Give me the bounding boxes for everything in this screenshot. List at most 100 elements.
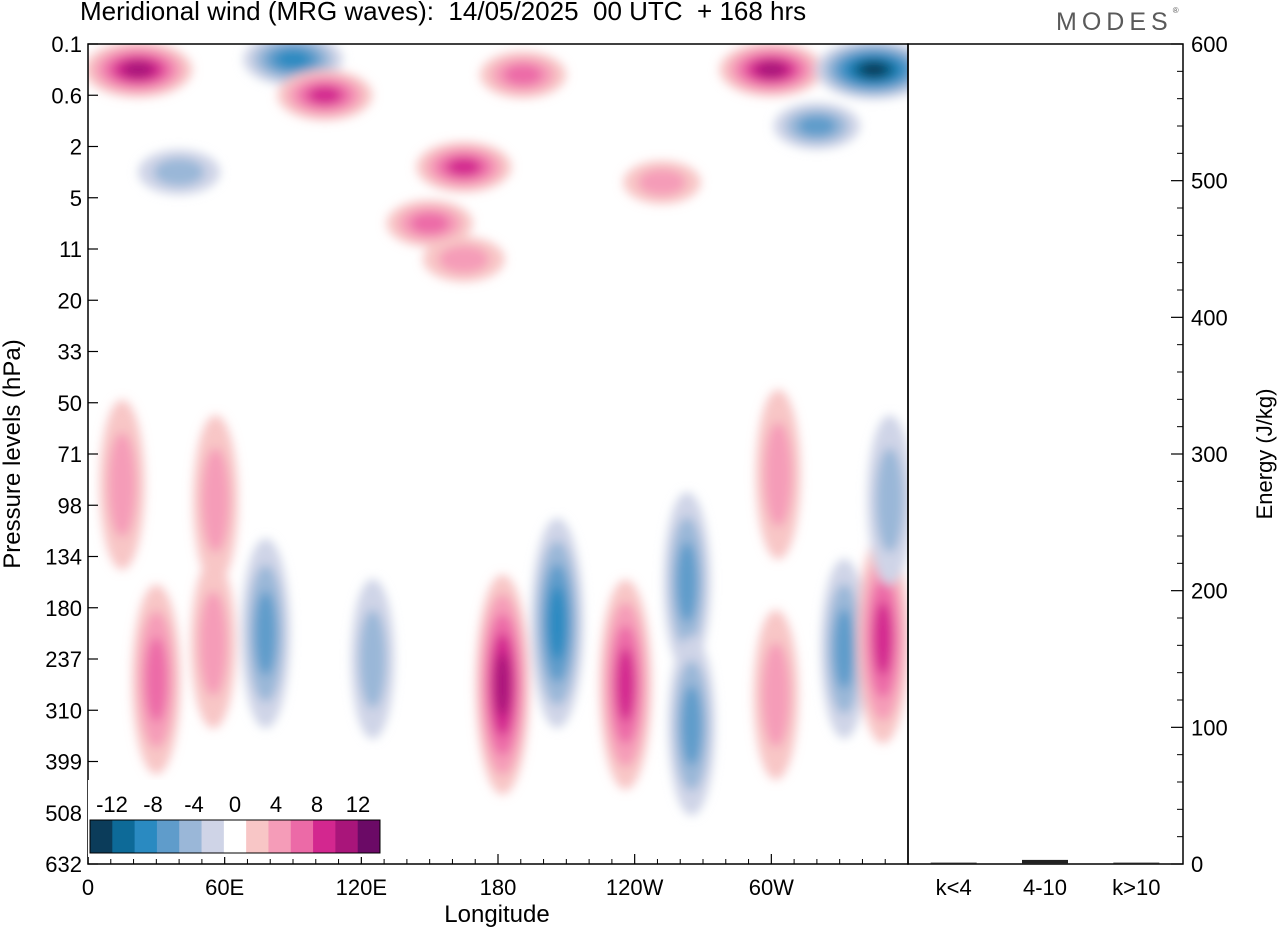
contour-band <box>410 212 449 234</box>
y-tick-label: 180 <box>45 596 82 621</box>
contour-band <box>676 542 698 623</box>
contour-band <box>438 245 490 274</box>
contour-band <box>859 62 889 77</box>
y-tick-label: 310 <box>45 698 82 723</box>
y-tick-label: 508 <box>45 801 82 826</box>
energy-category-label: k<4 <box>936 875 972 900</box>
colorbar-swatch <box>335 820 359 853</box>
contour-band <box>275 50 311 69</box>
y-tick-label: 0.1 <box>51 32 82 57</box>
y-tick-label: 33 <box>58 340 82 365</box>
colorbar-label: -8 <box>143 792 163 817</box>
x-tick-label: 60W <box>749 875 794 900</box>
brand-text: MODES <box>1056 8 1173 36</box>
wind-feature <box>663 492 711 673</box>
y-tick-label: 632 <box>45 852 82 877</box>
contour-band <box>201 447 230 553</box>
wind-feature <box>531 518 584 729</box>
y-tick-label: 20 <box>58 288 82 313</box>
colorbar-swatch <box>179 820 202 853</box>
contour-band <box>762 642 790 748</box>
chart-title: Meridional wind (MRG waves): 14/05/2025 … <box>80 0 807 26</box>
wind-feature <box>386 199 473 247</box>
wind-feature <box>820 558 868 739</box>
colorbar-swatch <box>246 820 269 853</box>
wind-feature <box>422 236 505 282</box>
colorbar-swatch <box>134 820 158 853</box>
energy-tick-label: 0 <box>1191 852 1203 877</box>
energy-category-label: 4-10 <box>1023 875 1067 900</box>
x-tick-label: 120E <box>336 875 387 900</box>
contour-band <box>797 115 837 137</box>
y-tick-label: 98 <box>58 493 82 518</box>
x-tick-label: 0 <box>82 875 94 900</box>
wind-feature <box>719 44 824 97</box>
colorbar-swatch <box>201 820 225 853</box>
colorbar-swatch <box>90 820 113 853</box>
contour-layer <box>88 44 908 816</box>
y-tick-label: 11 <box>59 237 82 262</box>
wind-feature <box>856 533 908 744</box>
wind-feature <box>623 160 701 204</box>
wind-feature <box>475 574 530 795</box>
contour-band <box>153 158 205 186</box>
contour-band <box>875 447 904 553</box>
contour-band <box>756 61 787 78</box>
energy-bars: k<4 4-10 k>10 <box>930 859 1160 900</box>
energy-bar <box>1113 862 1160 864</box>
wind-feature <box>193 415 239 586</box>
contour-band <box>548 586 567 660</box>
wind-feature <box>753 609 799 780</box>
wind-heatmap <box>88 44 908 816</box>
contour-band <box>254 591 277 676</box>
energy-tick-label: 300 <box>1191 442 1228 467</box>
contour-band <box>447 158 481 176</box>
y-tick-label: 50 <box>58 391 82 416</box>
pressure-axis: 0.1 0.6 2 5 11 20 33 50 71 98 134 180 237 310 399 508 63… <box>45 32 98 877</box>
contour-band <box>122 61 154 78</box>
colorbar-swatch <box>156 820 180 853</box>
wind-feature <box>241 538 290 729</box>
colorbar: -12 -8 -4 0 4 8 12 <box>88 780 382 857</box>
wind-feature <box>479 51 567 99</box>
wind-feature <box>190 558 236 729</box>
energy-tick-label: 500 <box>1191 169 1228 194</box>
x-tick-label: 60E <box>205 875 244 900</box>
y-tick-label: 237 <box>45 647 82 672</box>
contour-band <box>494 653 511 717</box>
wind-feature <box>132 584 181 775</box>
colorbar-label: -12 <box>96 792 128 817</box>
wind-feature <box>277 70 373 121</box>
energy-frame <box>907 43 1184 865</box>
colorbar-swatch <box>313 820 336 853</box>
wind-feature <box>416 141 512 193</box>
energy-tick-label: 200 <box>1191 579 1228 604</box>
registered-mark: ® <box>1172 6 1179 15</box>
x-tick-label: 180 <box>480 875 517 900</box>
y-axis-label: Pressure levels (hPa) <box>0 339 26 568</box>
wind-feature <box>99 399 145 570</box>
colorbar-label: 12 <box>346 792 370 817</box>
wind-feature <box>755 389 801 560</box>
contour-band <box>873 602 893 675</box>
energy-bar <box>1022 859 1068 864</box>
wind-feature <box>138 149 221 195</box>
energy-bar <box>930 862 977 864</box>
contour-band <box>359 609 387 709</box>
energy-tick-label: 600 <box>1191 32 1228 57</box>
y-tick-label: 399 <box>45 750 82 775</box>
colorbar-label: 0 <box>229 792 241 817</box>
longitude-axis: 0 60E 120E 180 120W 60W <box>82 854 886 900</box>
wind-feature <box>773 102 861 150</box>
contour-band <box>108 432 136 538</box>
colorbar-swatch <box>357 820 381 853</box>
contour-band <box>638 169 686 196</box>
x-axis-label: Longitude <box>444 901 549 928</box>
wind-feature <box>88 44 193 98</box>
y-tick-label: 2 <box>70 135 82 160</box>
contour-band <box>681 685 703 766</box>
contour-band <box>764 422 792 527</box>
energy-axis-label: Energy (J/kg) <box>1252 389 1277 520</box>
energy-category-label: k>10 <box>1112 875 1160 900</box>
